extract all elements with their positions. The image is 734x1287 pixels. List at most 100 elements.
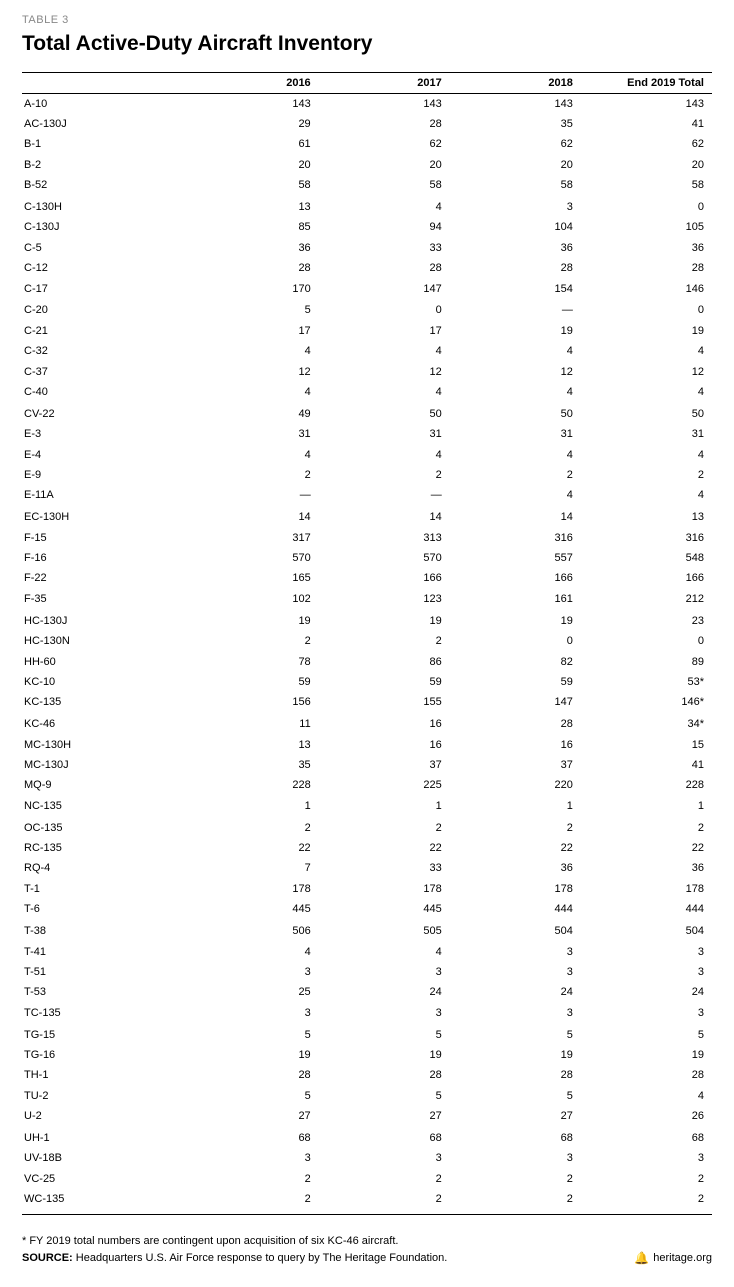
table-row: A-10143143143143 [22,94,712,115]
cell-value: 20 [319,155,450,175]
cell-value: 4 [450,486,581,506]
cell-value: 62 [450,135,581,155]
footnote: * FY 2019 total numbers are contingent u… [22,1233,712,1250]
cell-value: 28 [319,114,450,134]
cell-value: 156 [188,693,319,713]
cell-value: 11 [188,713,319,735]
source-label: SOURCE: [22,1252,73,1264]
cell-aircraft-name: T-1 [22,879,188,899]
cell-value: 4 [319,382,450,402]
cell-value: 68 [319,1127,450,1149]
cell-value: 3 [188,1149,319,1169]
cell-value: 62 [581,135,712,155]
cell-value: 34* [581,713,712,735]
table-row: KC-135156155147146* [22,693,712,713]
cell-value: 2 [319,1190,450,1214]
cell-aircraft-name: A-10 [22,94,188,115]
cell-value: 24 [581,983,712,1003]
table-row: WC-1352222 [22,1190,712,1214]
cell-value: 2 [450,466,581,486]
cell-value: 4 [188,445,319,465]
cell-value: 53* [581,672,712,692]
table-label: TABLE 3 [22,14,712,26]
table-row: TU-25554 [22,1086,712,1106]
cell-value: 28 [450,259,581,279]
cell-value: 22 [319,839,450,859]
cell-value: 4 [581,1086,712,1106]
cell-value: 2 [581,466,712,486]
cell-value: 3 [188,1003,319,1023]
cell-value: 58 [450,176,581,196]
cell-value: 28 [319,1066,450,1086]
table-row: VC-252222 [22,1169,712,1189]
cell-value: 2 [319,817,450,839]
cell-value: 35 [450,114,581,134]
cell-value: 16 [319,713,450,735]
cell-value: 2 [581,1169,712,1189]
cell-value: 31 [319,425,450,445]
cell-value: 444 [450,900,581,920]
cell-value: 557 [450,549,581,569]
cell-value: 14 [450,506,581,528]
cell-aircraft-name: TG-16 [22,1045,188,1065]
col-header-2018: 2018 [450,73,581,94]
cell-aircraft-name: KC-46 [22,713,188,735]
cell-value: 4 [319,445,450,465]
cell-value: 31 [581,425,712,445]
cell-value: 7 [188,859,319,879]
table-row: NC-1351111 [22,796,712,816]
cell-value: 19 [450,1045,581,1065]
table-row: TC-1353333 [22,1003,712,1023]
table-row: T-414433 [22,942,712,962]
col-header-2016: 2016 [188,73,319,94]
cell-value: 19 [581,321,712,341]
cell-value: 4 [450,382,581,402]
table-row: C-404444 [22,382,712,402]
cell-value: 31 [188,425,319,445]
cell-value: 161 [450,589,581,609]
cell-value: 166 [319,569,450,589]
cell-value: 143 [450,94,581,115]
cell-aircraft-name: VC-25 [22,1169,188,1189]
cell-value: 0 [581,299,712,321]
cell-value: 89 [581,652,712,672]
cell-value: 2 [450,1190,581,1214]
cell-value: 3 [450,196,581,218]
cell-value: 2 [188,817,319,839]
cell-value: 50 [581,403,712,425]
table-row: CV-2249505050 [22,403,712,425]
cell-value: 35 [188,756,319,776]
cell-aircraft-name: OC-135 [22,817,188,839]
cell-value: 170 [188,279,319,299]
cell-aircraft-name: C-130H [22,196,188,218]
cell-value: 16 [319,735,450,755]
table-row: T-1178178178178 [22,879,712,899]
table-row: MC-130J35373741 [22,756,712,776]
cell-aircraft-name: E-9 [22,466,188,486]
table-row: B-161626262 [22,135,712,155]
cell-value: 25 [188,983,319,1003]
cell-value: 154 [450,279,581,299]
cell-value: 19 [188,610,319,632]
cell-value: 15 [581,735,712,755]
cell-value: 143 [581,94,712,115]
table-row: E-92222 [22,466,712,486]
cell-aircraft-name: C-5 [22,238,188,258]
cell-value: 82 [450,652,581,672]
cell-value: 49 [188,403,319,425]
cell-value: 3 [450,942,581,962]
cell-value: 166 [581,569,712,589]
cell-value: 3 [450,962,581,982]
cell-aircraft-name: TC-135 [22,1003,188,1023]
cell-value: 313 [319,528,450,548]
cell-value: 28 [319,259,450,279]
cell-value: 3 [450,1149,581,1169]
cell-value: 58 [581,176,712,196]
table-row: C-130J8594104105 [22,218,712,238]
cell-aircraft-name: MC-130H [22,735,188,755]
table-row: UV-18B3333 [22,1149,712,1169]
table-row: HC-130J19191923 [22,610,712,632]
table-row: RC-13522222222 [22,839,712,859]
cell-value: 59 [188,672,319,692]
table-row: C-2117171919 [22,321,712,341]
